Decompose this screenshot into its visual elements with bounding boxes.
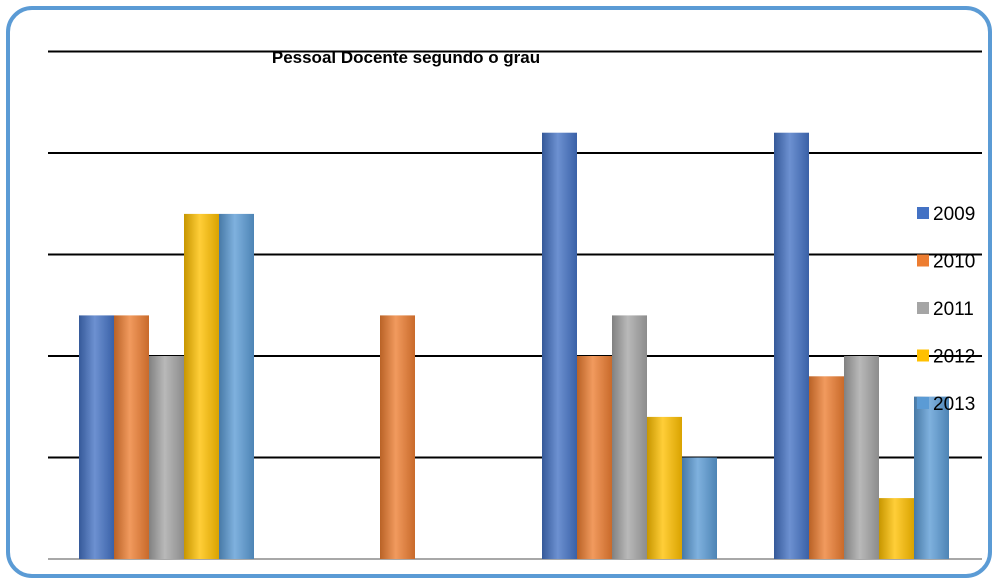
bar-2009-group-4 bbox=[774, 132, 809, 559]
bar-2011-group-4 bbox=[844, 356, 879, 559]
bar-2013-group-1 bbox=[219, 213, 254, 559]
bar-2012-group-1 bbox=[184, 213, 219, 559]
legend-swatch bbox=[917, 397, 929, 409]
bar-2012-group-4 bbox=[879, 498, 914, 559]
bar-2013-group-4 bbox=[914, 396, 949, 559]
bars bbox=[79, 132, 949, 559]
legend-swatch bbox=[917, 349, 929, 362]
legend-label: 2012 bbox=[933, 347, 975, 368]
legend-item-2009: 2009 bbox=[917, 204, 975, 225]
legend-item-2010: 2010 bbox=[917, 252, 975, 273]
bar-2012-group-3 bbox=[647, 416, 682, 559]
legend-swatch bbox=[917, 207, 929, 219]
bar-2011-group-3 bbox=[612, 315, 647, 559]
legend-label: 2009 bbox=[933, 204, 975, 225]
bar-2013-group-3 bbox=[682, 457, 717, 559]
chart-title: Pessoal Docente segundo o grau bbox=[272, 48, 540, 67]
bar-2010-group-3 bbox=[577, 356, 612, 559]
legend-item-2013: 2013 bbox=[917, 394, 975, 415]
legend-swatch bbox=[917, 254, 929, 267]
legend: 2009 2010 2011 2012 2013 bbox=[917, 204, 975, 415]
bar-2009-group-3 bbox=[542, 132, 577, 559]
bar-2010-group-1 bbox=[114, 315, 149, 559]
bar-2011-group-1 bbox=[149, 356, 184, 559]
legend-item-2011: 2011 bbox=[917, 299, 974, 320]
legend-label: 2011 bbox=[933, 299, 974, 320]
legend-swatch bbox=[917, 302, 929, 314]
bar-2009-group-1 bbox=[79, 315, 114, 559]
bar-2010-group-2 bbox=[380, 315, 415, 559]
legend-label: 2010 bbox=[933, 252, 975, 273]
bar-2010-group-4 bbox=[809, 376, 844, 559]
legend-label: 2013 bbox=[933, 394, 975, 415]
legend-item-2012: 2012 bbox=[917, 347, 975, 368]
